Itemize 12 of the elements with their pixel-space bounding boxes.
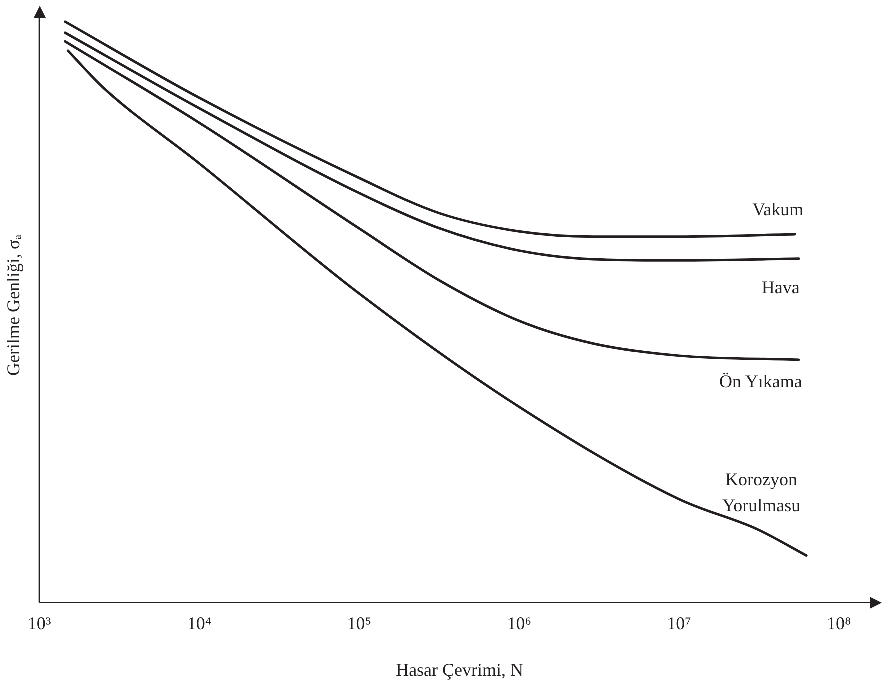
series-label: Korozyon Yorulmasu — [722, 469, 801, 516]
series-label: Hava — [762, 278, 800, 298]
series-label: Ön Yıkama — [720, 372, 802, 392]
series-label: Vakum — [752, 199, 804, 220]
x-tick-label: 10⁶ — [507, 613, 532, 634]
x-tick-label: 10⁵ — [347, 613, 372, 634]
y-axis-title: Gerilme Genliği, σₐ — [4, 234, 24, 376]
x-axis-title: Hasar Çevrimi, N — [396, 660, 524, 680]
x-tick-label: 10⁸ — [827, 613, 852, 634]
x-tick-label: 10⁴ — [187, 613, 212, 634]
x-tick-label: 10⁷ — [667, 613, 692, 634]
x-tick-label: 10³ — [28, 613, 52, 634]
